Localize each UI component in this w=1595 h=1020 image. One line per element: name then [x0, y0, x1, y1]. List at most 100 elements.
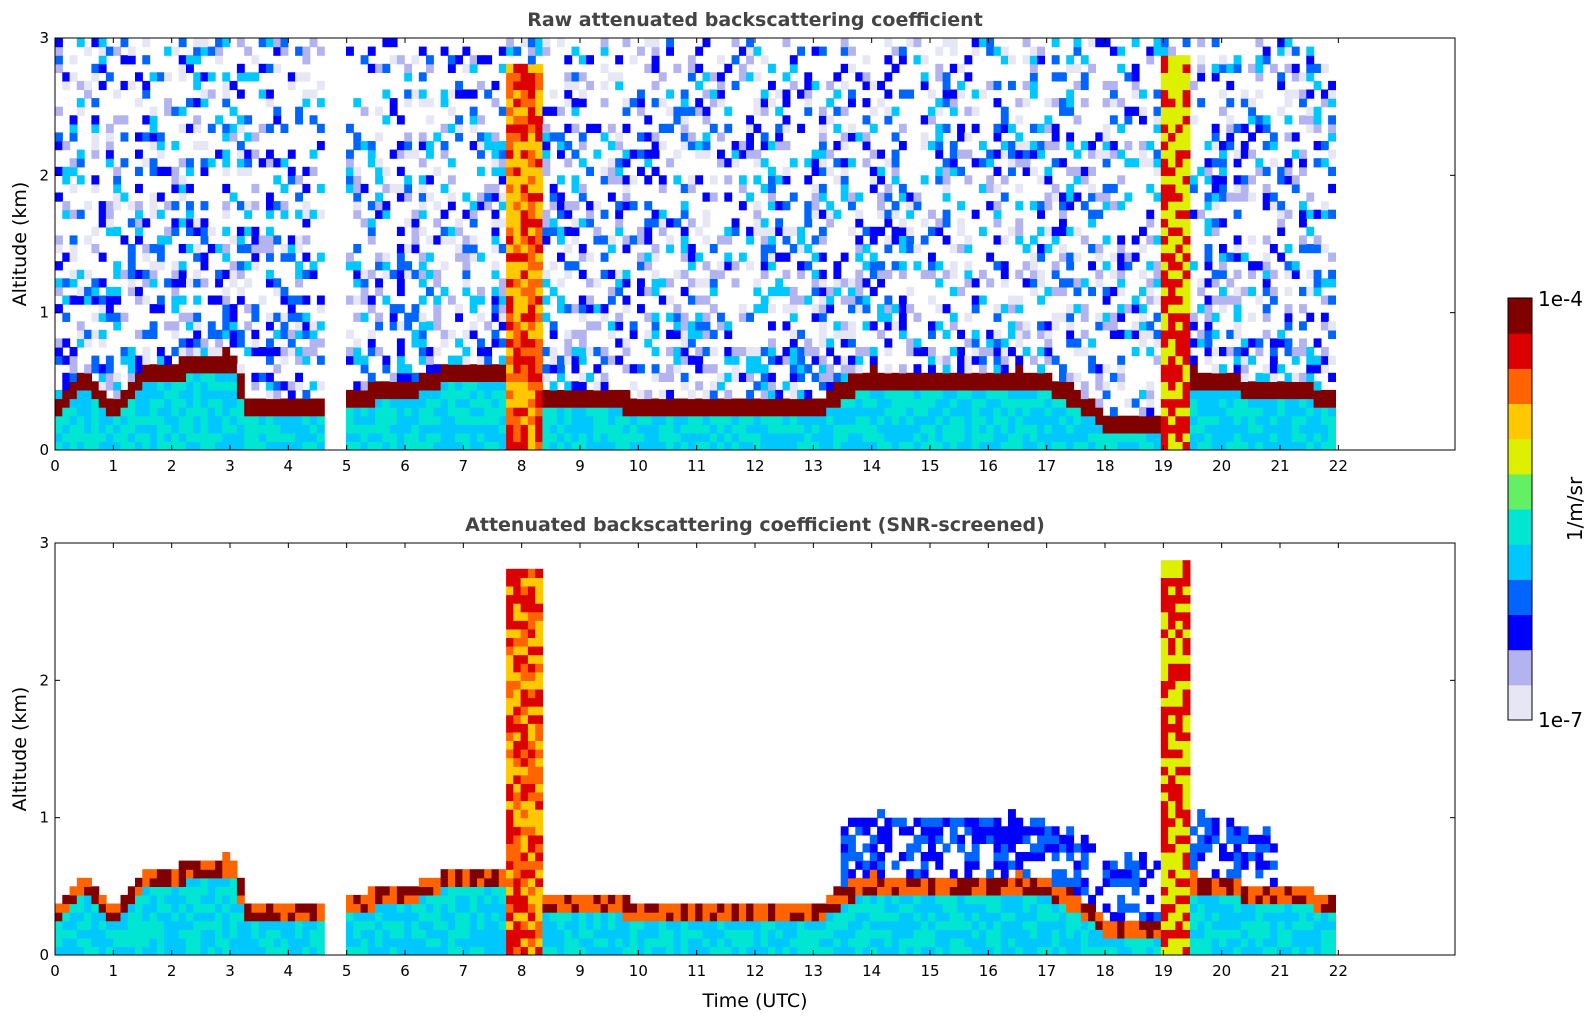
y-tick-label: 3	[39, 29, 49, 47]
heatmap-cell	[1182, 132, 1191, 142]
heatmap-cell	[557, 415, 565, 425]
heatmap-cell	[964, 381, 973, 391]
heatmap-cell	[768, 183, 776, 194]
heatmap-cell	[396, 269, 405, 279]
heatmap-cell	[1059, 441, 1067, 450]
heatmap-cell	[1109, 407, 1118, 417]
heatmap-cell	[658, 407, 667, 417]
heatmap-cell	[1313, 209, 1322, 219]
heatmap-cell	[1066, 98, 1075, 108]
heatmap-cell	[426, 920, 434, 930]
heatmap-cell	[411, 389, 420, 400]
heatmap-cell	[680, 244, 689, 254]
heatmap-cell	[149, 209, 158, 219]
heatmap-cell	[709, 415, 718, 425]
heatmap-cell	[884, 304, 893, 314]
heatmap-cell	[1066, 432, 1075, 442]
heatmap-cell	[447, 381, 456, 391]
heatmap-cell	[840, 338, 849, 348]
heatmap-cell	[731, 347, 740, 357]
heatmap-cell	[1066, 415, 1075, 425]
heatmap-cell	[113, 903, 122, 913]
heatmap-cell	[258, 929, 267, 939]
heatmap-cell	[346, 894, 354, 905]
heatmap-cell	[1160, 209, 1169, 219]
heatmap-cell	[258, 347, 267, 357]
heatmap-cell	[171, 166, 180, 176]
heatmap-cell	[571, 304, 580, 314]
heatmap-cell	[513, 372, 522, 382]
heatmap-cell	[607, 72, 616, 82]
heatmap-cell	[709, 72, 718, 82]
heatmap-cell	[557, 201, 565, 211]
heatmap-cell	[229, 132, 238, 142]
heatmap-cell	[1088, 415, 1096, 425]
heatmap-cell	[935, 424, 944, 434]
heatmap-cell	[673, 355, 682, 365]
heatmap-cell	[1313, 123, 1322, 133]
heatmap-cell	[666, 415, 674, 425]
heatmap-cell	[564, 123, 573, 133]
heatmap-cell	[426, 63, 434, 73]
heatmap-cell	[200, 432, 209, 442]
heatmap-cell	[215, 398, 223, 408]
heatmap-cell	[222, 329, 231, 339]
heatmap-cell	[978, 381, 987, 391]
heatmap-cell	[622, 441, 631, 450]
heatmap-cell	[1262, 278, 1271, 288]
heatmap-cell	[753, 424, 762, 434]
heatmap-cell	[527, 389, 536, 400]
heatmap-cell	[273, 424, 282, 434]
heatmap-cell	[1197, 98, 1206, 108]
heatmap-cell	[433, 278, 442, 288]
heatmap-cell	[266, 98, 274, 108]
heatmap-cell	[877, 201, 885, 211]
heatmap-cell	[564, 226, 573, 236]
heatmap-cell	[906, 381, 915, 391]
heatmap-cell	[353, 920, 362, 930]
heatmap-cell	[571, 381, 580, 391]
heatmap-cell	[738, 149, 747, 159]
heatmap-cell	[91, 115, 100, 125]
heatmap-cell	[542, 149, 551, 159]
heatmap-cell	[135, 894, 143, 905]
heatmap-cell	[527, 415, 536, 425]
heatmap-cell	[1037, 432, 1045, 442]
heatmap-cell	[658, 175, 667, 185]
heatmap-cell	[1211, 72, 1220, 82]
heatmap-cell	[520, 261, 529, 271]
heatmap-cell	[236, 937, 245, 947]
heatmap-cell	[1117, 261, 1126, 271]
heatmap-cell	[993, 432, 1002, 442]
heatmap-cell	[607, 286, 616, 297]
x-tick-label: 11	[687, 457, 706, 475]
heatmap-cell	[1328, 389, 1336, 400]
heatmap-cell	[316, 141, 325, 151]
heatmap-cell	[840, 63, 849, 73]
heatmap-cell	[280, 347, 289, 357]
heatmap-cell	[644, 261, 653, 271]
heatmap-cell	[1284, 372, 1293, 382]
heatmap-cell	[447, 158, 456, 168]
heatmap-cell	[557, 389, 565, 400]
heatmap-cell	[200, 261, 209, 271]
heatmap-cell	[746, 389, 754, 400]
heatmap-cell	[222, 407, 231, 417]
heatmap-cell	[193, 98, 202, 108]
heatmap-cell	[586, 218, 594, 228]
heatmap-cell	[1248, 235, 1256, 245]
heatmap-cell	[84, 201, 92, 211]
heatmap-cell	[142, 278, 151, 288]
heatmap-cell	[833, 441, 842, 450]
heatmap-cell	[833, 398, 842, 408]
heatmap-cell	[200, 946, 209, 955]
heatmap-cell	[535, 158, 544, 168]
heatmap-cell	[469, 937, 478, 947]
heatmap-cell	[622, 38, 631, 48]
heatmap-cell	[55, 929, 63, 939]
heatmap-cell	[615, 338, 624, 348]
heatmap-cell	[62, 424, 71, 434]
heatmap-cell	[695, 432, 704, 442]
heatmap-cell	[1000, 441, 1009, 450]
heatmap-cell	[557, 106, 565, 116]
